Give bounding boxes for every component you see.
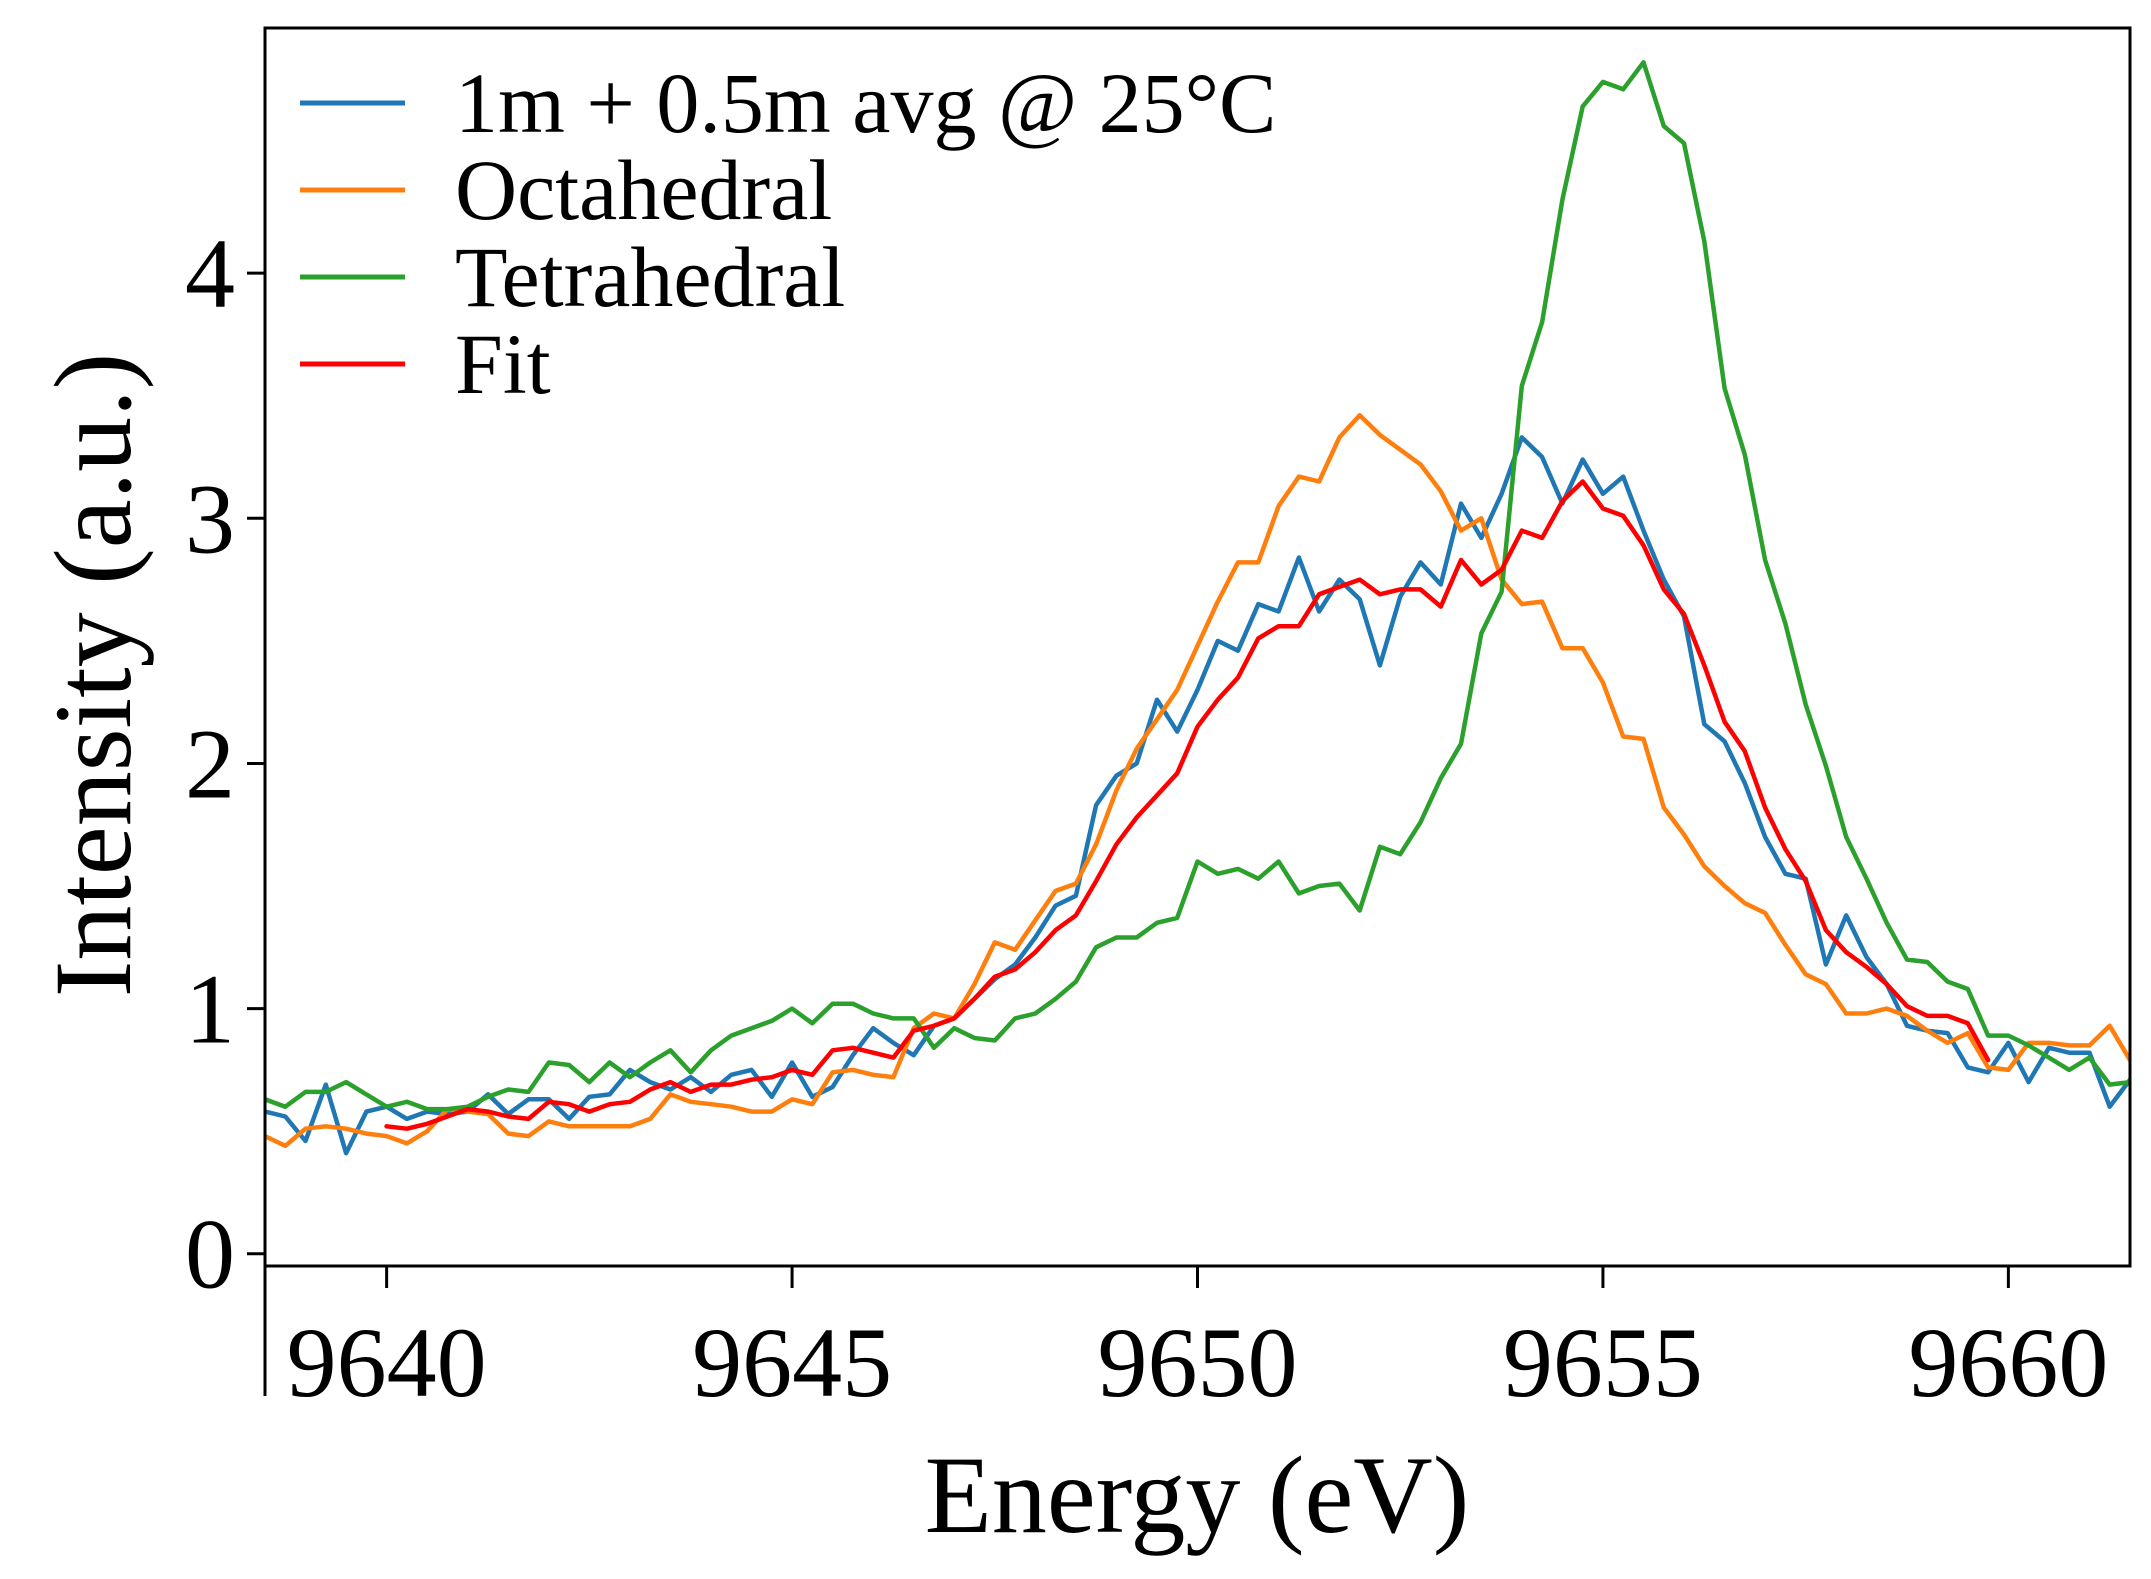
x-tick-label-1: 9645	[692, 1307, 892, 1418]
y-tick-label-0: 0	[185, 1199, 235, 1310]
series-line-3	[384, 479, 1991, 1131]
series-line-2	[265, 60, 2130, 1112]
y-tick-label-1: 1	[185, 954, 235, 1065]
series-line-1	[265, 413, 2130, 1149]
series-line-0	[265, 435, 2130, 1156]
legend-label-3: Fit	[455, 316, 551, 412]
legend-label-1: Octahedral	[455, 142, 832, 238]
y-axis-label: Intensity (a.u.)	[32, 353, 154, 998]
legend: 1m + 0.5m avg @ 25°COctahedralTetrahedra…	[300, 55, 1276, 412]
y-tick-label-3: 3	[185, 463, 235, 574]
y-tick-label-4: 4	[185, 218, 235, 329]
x-tick-label-4: 9660	[1908, 1307, 2108, 1418]
series-layer	[265, 60, 2130, 1156]
x-tick-label-3: 9655	[1503, 1307, 1703, 1418]
x-axis-label: Energy (eV)	[925, 1434, 1470, 1556]
y-tick-label-2: 2	[185, 708, 235, 819]
legend-label-0: 1m + 0.5m avg @ 25°C	[455, 55, 1276, 151]
x-tick-label-0: 9640	[287, 1307, 487, 1418]
axes-layer: 9640 9645 9650 9655 9660 0 1 2 3 4 Energy (eV) Inte…	[32, 26, 2132, 1556]
legend-label-2: Tetrahedral	[455, 229, 845, 325]
x-tick-label-2: 9650	[1098, 1307, 1298, 1418]
